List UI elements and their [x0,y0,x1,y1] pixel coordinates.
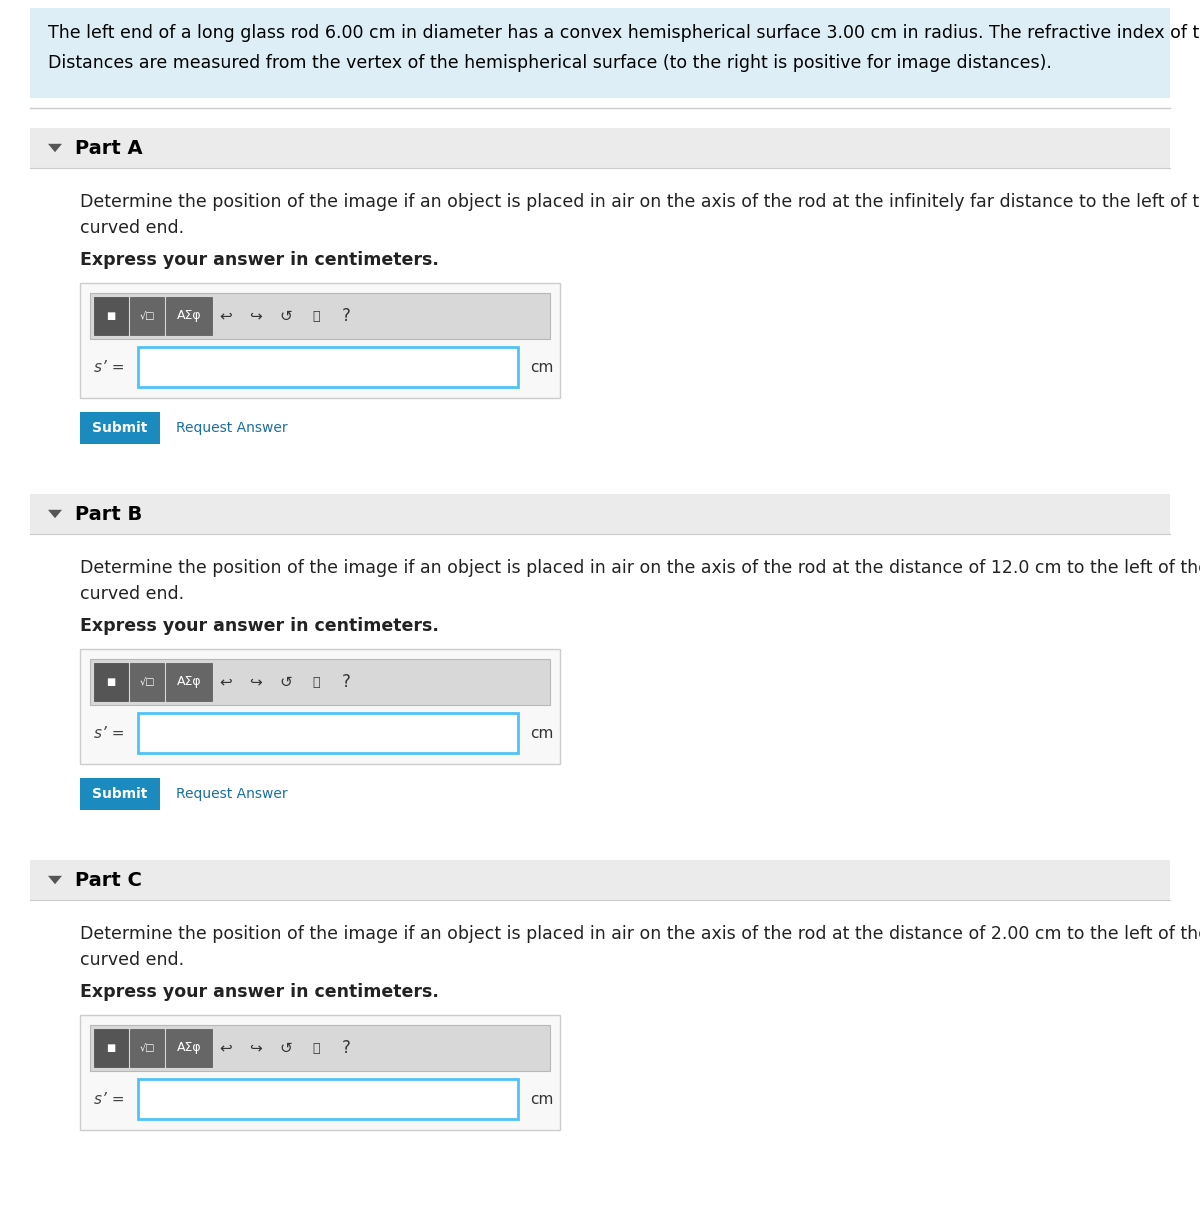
Text: s’ =: s’ = [94,359,125,375]
Text: ↺: ↺ [280,308,293,323]
Text: ■: ■ [107,1044,115,1053]
Text: ↺: ↺ [280,1040,293,1056]
Text: curved end.: curved end. [80,219,184,237]
Text: √□: √□ [139,677,155,687]
Bar [30,860,1170,900]
Bar [138,1078,518,1119]
Bar [90,293,550,339]
Text: Distances are measured from the vertex of the hemispherical surface (to the righ: Distances are measured from the vertex o… [48,54,1052,72]
Bar [166,663,212,701]
Text: ■: ■ [107,311,115,321]
Polygon shape [48,510,62,518]
Bar [90,659,550,705]
Polygon shape [48,143,62,152]
Text: Request Answer: Request Answer [176,421,288,435]
Text: ↪: ↪ [250,308,263,323]
Bar [130,1029,164,1066]
Text: Submit: Submit [92,421,148,435]
Bar [94,663,128,701]
Bar [80,649,560,764]
Bar [80,778,160,810]
Text: The left end of a long glass rod 6.00 cm in diameter has a convex hemispherical : The left end of a long glass rod 6.00 cm… [48,24,1200,42]
Text: √□: √□ [139,1044,155,1053]
Bar [94,296,128,335]
Text: ⬛: ⬛ [312,310,319,323]
Text: ↪: ↪ [250,675,263,689]
Text: ?: ? [342,307,350,325]
Text: √□: √□ [139,311,155,321]
Bar [94,1029,128,1066]
Text: ↩: ↩ [220,675,233,689]
Text: ⬛: ⬛ [312,1041,319,1054]
Bar [130,663,164,701]
Text: Request Answer: Request Answer [176,787,288,801]
Bar [130,296,164,335]
Text: Determine the position of the image if an object is placed in air on the axis of: Determine the position of the image if a… [80,925,1200,944]
Text: ↩: ↩ [220,308,233,323]
Bar [30,128,1170,167]
Polygon shape [48,876,62,884]
Bar [138,347,518,387]
Text: Determine the position of the image if an object is placed in air on the axis of: Determine the position of the image if a… [80,559,1200,577]
Text: s’ =: s’ = [94,1092,125,1106]
Text: Part C: Part C [74,870,142,889]
Text: Express your answer in centimeters.: Express your answer in centimeters. [80,983,439,1001]
Text: cm: cm [530,725,553,741]
Text: cm: cm [530,1092,553,1106]
Bar [90,1025,550,1071]
Text: ?: ? [342,674,350,690]
Text: ΑΣφ: ΑΣφ [176,1041,202,1054]
Bar [30,494,1170,534]
Bar [166,1029,212,1066]
Bar [80,412,160,443]
Text: ■: ■ [107,677,115,687]
Text: curved end.: curved end. [80,951,184,969]
Text: ⬛: ⬛ [312,676,319,688]
Bar [166,296,212,335]
Text: Part A: Part A [74,139,143,158]
Text: ΑΣφ: ΑΣφ [176,676,202,688]
Text: ?: ? [342,1039,350,1057]
Text: curved end.: curved end. [80,584,184,602]
Text: s’ =: s’ = [94,725,125,741]
Text: ↪: ↪ [250,1040,263,1056]
Text: ↩: ↩ [220,1040,233,1056]
Text: Determine the position of the image if an object is placed in air on the axis of: Determine the position of the image if a… [80,193,1200,211]
Bar [80,1015,560,1130]
Bar [80,283,560,398]
Text: cm: cm [530,359,553,375]
Text: Express your answer in centimeters.: Express your answer in centimeters. [80,251,439,269]
Text: ΑΣφ: ΑΣφ [176,310,202,323]
Bar [30,8,1170,98]
Text: Express your answer in centimeters.: Express your answer in centimeters. [80,617,439,635]
Text: ↺: ↺ [280,675,293,689]
Text: Part B: Part B [74,505,143,523]
Text: Submit: Submit [92,787,148,801]
Bar [138,713,518,753]
